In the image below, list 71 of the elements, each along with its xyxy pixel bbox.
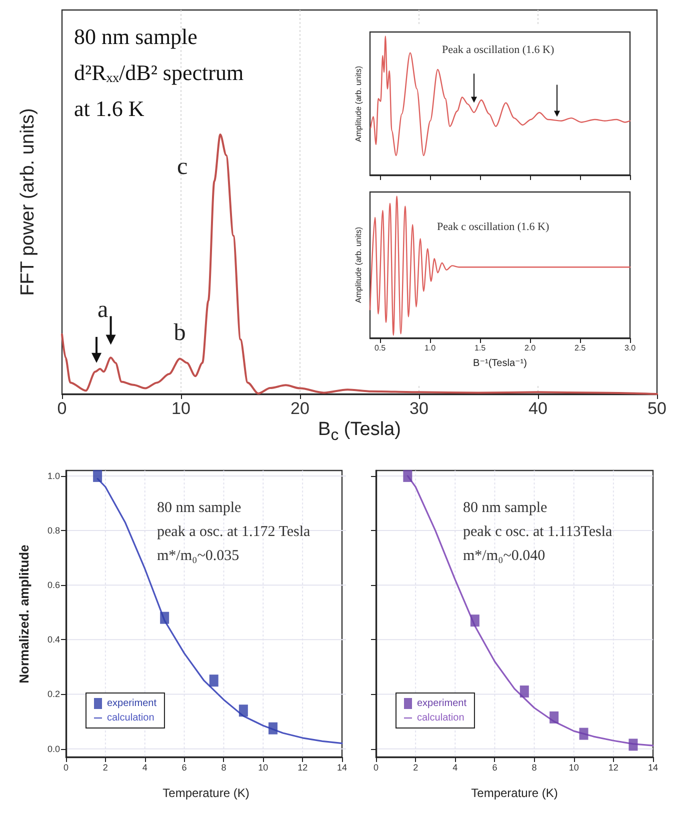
text: at 1.6 K xyxy=(74,96,144,121)
point xyxy=(209,674,218,687)
legend-label: experiment xyxy=(417,698,467,709)
x-tick-label: 2 xyxy=(102,762,108,772)
annotation: peak c osc. at 1.113Tesla xyxy=(463,524,612,540)
point xyxy=(470,614,480,627)
text: d²Rₓₓ/dB² spectrum xyxy=(74,60,244,85)
point xyxy=(579,728,588,740)
x-tick-label: 14 xyxy=(336,762,347,772)
y-tick-label: 0.4 xyxy=(47,634,60,645)
x-tick-label: 30 xyxy=(410,399,428,418)
legend-label: calculation xyxy=(107,712,154,724)
x-axis-title: B$_{c}$ (Tesla) xyxy=(318,418,401,446)
annotation: c xyxy=(176,154,188,180)
annotation: 80 nm sample xyxy=(463,500,548,516)
x-tick-label: 2 xyxy=(413,762,418,772)
x-tick-label: 50 xyxy=(648,399,666,418)
y-tick-label: 0.6 xyxy=(47,580,60,590)
x-tick-label: 2.0 xyxy=(524,344,536,352)
x-tick-label: 3.0 xyxy=(624,344,636,352)
annotation: a xyxy=(97,296,108,323)
x-tick-label: 1.0 xyxy=(424,344,436,352)
point xyxy=(238,704,248,717)
x-tick-label: 1.5 xyxy=(474,344,486,352)
x-tick-label: 10 xyxy=(172,399,190,418)
point xyxy=(628,738,638,751)
x-tick-label: 4 xyxy=(142,762,148,772)
x-tick-label: 6 xyxy=(492,762,498,772)
annotation: m*/m₀~0.035 xyxy=(157,548,240,564)
annotation: Peak a oscillation (1.6 K) xyxy=(442,44,554,56)
annotation: b xyxy=(174,320,186,346)
x-axis-title: Temperature (K) xyxy=(471,786,558,800)
point xyxy=(268,722,278,734)
point xyxy=(93,470,102,482)
legend-label: calculation xyxy=(417,712,464,724)
x-tick-label: 10 xyxy=(258,762,268,772)
annotation: 80 nm sample xyxy=(157,500,242,516)
x-tick-label: 20 xyxy=(290,399,310,418)
y-tick-label: 0.8 xyxy=(47,526,60,536)
point xyxy=(520,686,529,698)
y-tick-label: 0.0 xyxy=(47,744,60,754)
point xyxy=(550,711,559,724)
x-tick-label: 0 xyxy=(63,762,69,772)
x-tick-label: 0 xyxy=(373,762,379,772)
annotation: m*/m₀~0.040 xyxy=(463,548,546,564)
x-axis-title: Temperature (K) xyxy=(162,786,250,800)
y-axis-title: FFT power (arb. units) xyxy=(18,108,38,296)
x-tick-label: 14 xyxy=(648,762,658,772)
x-tick-label: 12 xyxy=(608,762,618,772)
annotation: peak a osc. at 1.172 Tesla xyxy=(157,524,310,540)
x-axis-title: B⁻¹(Tesla⁻¹) xyxy=(473,358,527,370)
y-tick-label: 1.0 xyxy=(47,470,60,481)
y-axis-title: Amplitude (arb. units) xyxy=(354,226,363,304)
annotation: Peak c oscillation (1.6 K) xyxy=(437,221,550,233)
point xyxy=(403,470,412,482)
y-tick-label: 0.2 xyxy=(47,689,60,700)
x-tick-label: 6 xyxy=(182,762,187,772)
x-tick-label: 12 xyxy=(298,762,308,772)
x-tick-label: 0 xyxy=(57,399,67,418)
x-tick-label: 40 xyxy=(528,399,548,418)
text: 80 nm sample xyxy=(74,24,198,49)
x-tick-label: 10 xyxy=(568,762,579,772)
x-tick-label: 0.5 xyxy=(374,344,386,352)
x-tick-label: 4 xyxy=(452,762,458,772)
x-tick-label: 2.5 xyxy=(574,344,586,352)
x-tick-label: 8 xyxy=(532,762,537,772)
x-tick-label: 8 xyxy=(221,762,226,772)
point xyxy=(160,612,170,624)
y-axis-title: Amplitude (arb. units) xyxy=(354,65,363,142)
y-axis-title: Normalized. amplitude xyxy=(16,544,32,684)
legend-label: experiment xyxy=(107,698,157,709)
